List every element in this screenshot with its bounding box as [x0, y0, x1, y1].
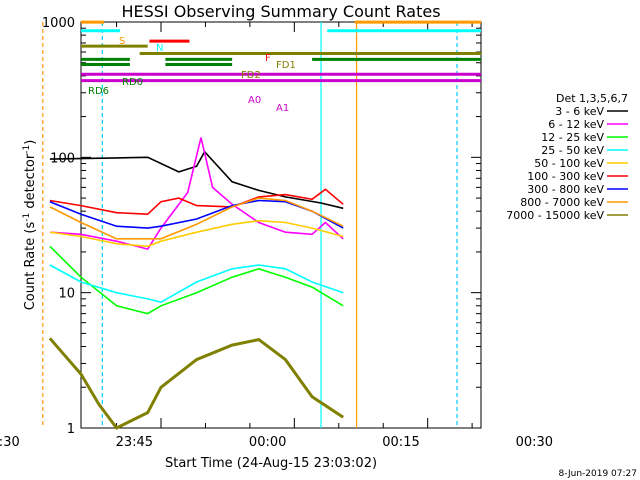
legend-entry-label: 800 - 7000 keV [520, 196, 604, 209]
flag-label: FD1 [276, 60, 296, 71]
legend-entry-label: 6 - 12 keV [548, 118, 604, 131]
flag-label: RD6 [88, 86, 109, 97]
y-axis-label-part: detector [23, 153, 38, 213]
flag-label: S [119, 36, 125, 47]
legend-entry-label: 3 - 6 keV [555, 105, 604, 118]
flag-label: A0 [248, 95, 261, 106]
legend-entry-label: 25 - 50 keV [541, 144, 604, 157]
chart-title: HESSI Observing Summary Count Rates [121, 2, 440, 21]
flag-label: RD0 [122, 77, 143, 88]
series-line [49, 264, 344, 304]
series-line [49, 197, 344, 240]
legend-entry-label: 12 - 25 keV [541, 131, 604, 144]
series-line [49, 219, 344, 248]
legend-entry-label: 7000 - 15000 keV [506, 209, 604, 222]
legend-entry-label: 300 - 800 keV [527, 183, 604, 196]
legend-entry-label: 100 - 300 keV [527, 170, 604, 183]
y-axis-label: Count Rate (s-1 detector-1) [22, 140, 38, 311]
series-line [49, 245, 344, 315]
flag-label: F [265, 53, 271, 64]
legend-entry-label: 50 - 100 keV [534, 157, 604, 170]
series-line [48, 337, 345, 430]
y-axis-label-part: -1 [22, 213, 32, 222]
x-tick-label: 00:15 [382, 435, 419, 450]
legend-title: Det 1,3,5,6,7 [556, 92, 628, 105]
date-stamp: 8-Jun-2019 07:27 [559, 469, 638, 479]
y-axis-label-part: -1 [22, 145, 32, 154]
y-tick-label: 10 [58, 287, 75, 302]
y-tick-label: 1000 [42, 16, 75, 31]
y-axis-label-part: Count Rate (s [23, 222, 38, 311]
series-line [49, 137, 344, 251]
x-tick-label: 23:45 [116, 435, 153, 450]
y-axis-label-part: ) [23, 140, 38, 145]
x-axis-label: Start Time (24-Aug-15 23:03:02) [165, 456, 377, 471]
flag-label: A1 [276, 103, 289, 114]
x-tick-label: 00:00 [249, 435, 286, 450]
flag-label: FD2 [241, 70, 261, 81]
y-tick-label: 1 [67, 422, 75, 437]
series-line [49, 150, 344, 210]
flag-label: N [156, 43, 163, 54]
x-tick-label: 00:30 [516, 435, 553, 450]
x-tick-label: 23:30 [0, 435, 20, 450]
plot-frame [80, 21, 482, 429]
series-line [49, 188, 344, 216]
